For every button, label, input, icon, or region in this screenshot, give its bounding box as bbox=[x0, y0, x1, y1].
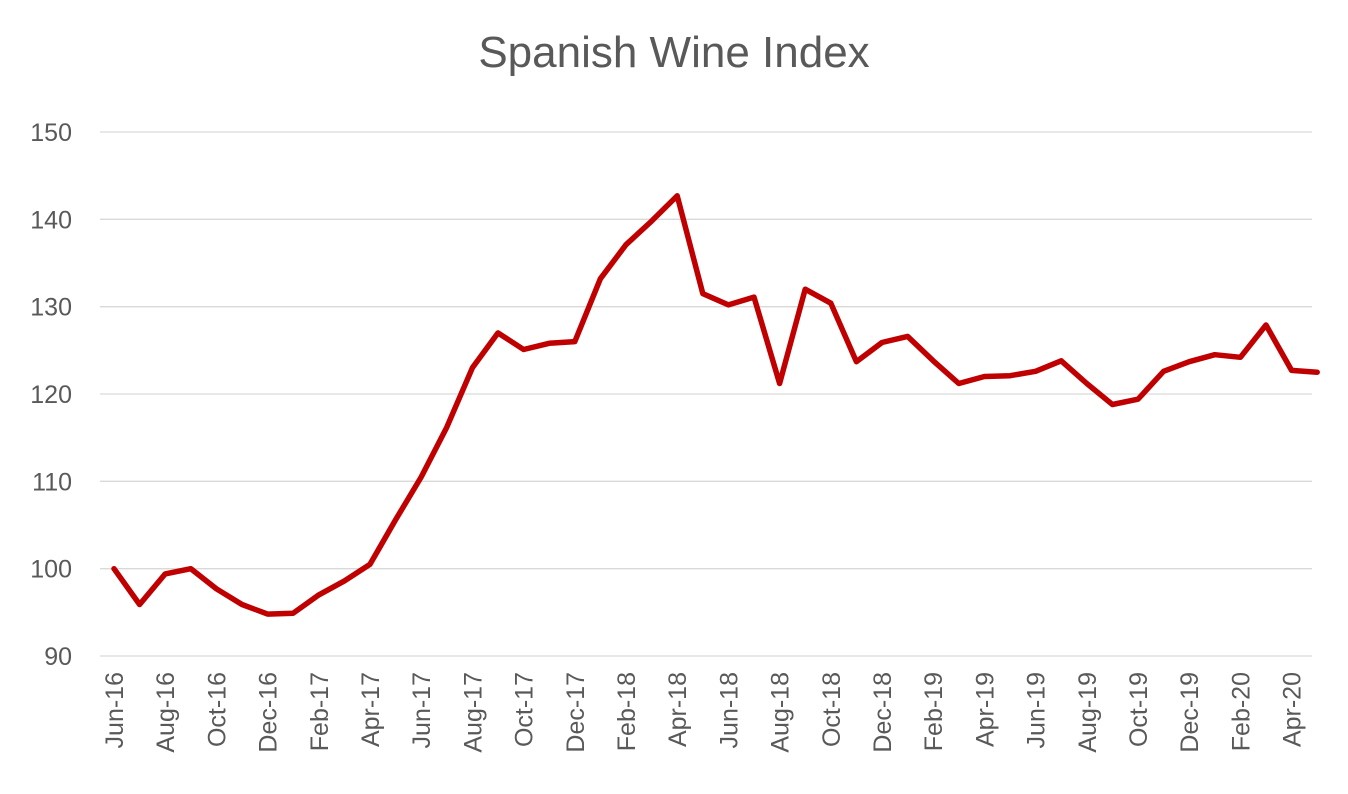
x-tick-label: Dec-18 bbox=[869, 672, 897, 753]
x-tick-label: Feb-18 bbox=[613, 672, 641, 751]
x-tick-label: Dec-19 bbox=[1176, 672, 1204, 753]
x-tick-label: Oct-19 bbox=[1125, 672, 1153, 747]
y-axis-ticks: 90 100 110 120 130 140 150 bbox=[30, 119, 72, 671]
x-tick-label: Apr-18 bbox=[664, 672, 692, 747]
x-tick-label: Oct-17 bbox=[511, 672, 539, 747]
series-layer bbox=[111, 193, 1320, 617]
y-tick-label: 100 bbox=[30, 556, 72, 584]
x-tick-label: Jun-18 bbox=[715, 672, 743, 748]
x-tick-label: Apr-20 bbox=[1279, 672, 1307, 747]
x-tick-label: Feb-20 bbox=[1227, 672, 1255, 751]
chart-title: Spanish Wine Index bbox=[478, 28, 870, 77]
x-tick-label: Aug-17 bbox=[459, 672, 487, 753]
x-tick-label: Dec-16 bbox=[255, 672, 283, 753]
series-line-0 bbox=[111, 193, 1320, 617]
x-tick-label: Jun-16 bbox=[101, 672, 129, 748]
x-tick-label: Feb-17 bbox=[306, 672, 334, 751]
x-tick-label: Oct-16 bbox=[203, 672, 231, 747]
y-tick-label: 150 bbox=[30, 119, 72, 147]
x-tick-label: Aug-18 bbox=[767, 672, 795, 753]
x-axis-ticks: Jun-16 Aug-16 Oct-16 Dec-16 Feb-17 Apr-17 Jun-… bbox=[101, 672, 1307, 753]
x-tick-label: Jun-17 bbox=[408, 672, 436, 748]
x-tick-label: Dec-17 bbox=[562, 672, 590, 753]
x-tick-label: Apr-17 bbox=[357, 672, 385, 747]
y-tick-label: 90 bbox=[44, 643, 72, 671]
x-tick-label: Aug-16 bbox=[152, 672, 180, 753]
y-tick-label: 130 bbox=[30, 294, 72, 322]
x-tick-label: Jun-19 bbox=[1023, 672, 1051, 748]
x-tick-label: Aug-19 bbox=[1074, 672, 1102, 753]
y-tick-label: 110 bbox=[32, 468, 72, 496]
gridlines bbox=[100, 131, 1312, 657]
x-tick-label: Oct-18 bbox=[818, 672, 846, 747]
x-tick-label: Apr-19 bbox=[971, 672, 999, 747]
x-tick-label: Feb-19 bbox=[920, 672, 948, 751]
y-tick-label: 120 bbox=[30, 381, 72, 409]
y-tick-label: 140 bbox=[30, 206, 72, 234]
